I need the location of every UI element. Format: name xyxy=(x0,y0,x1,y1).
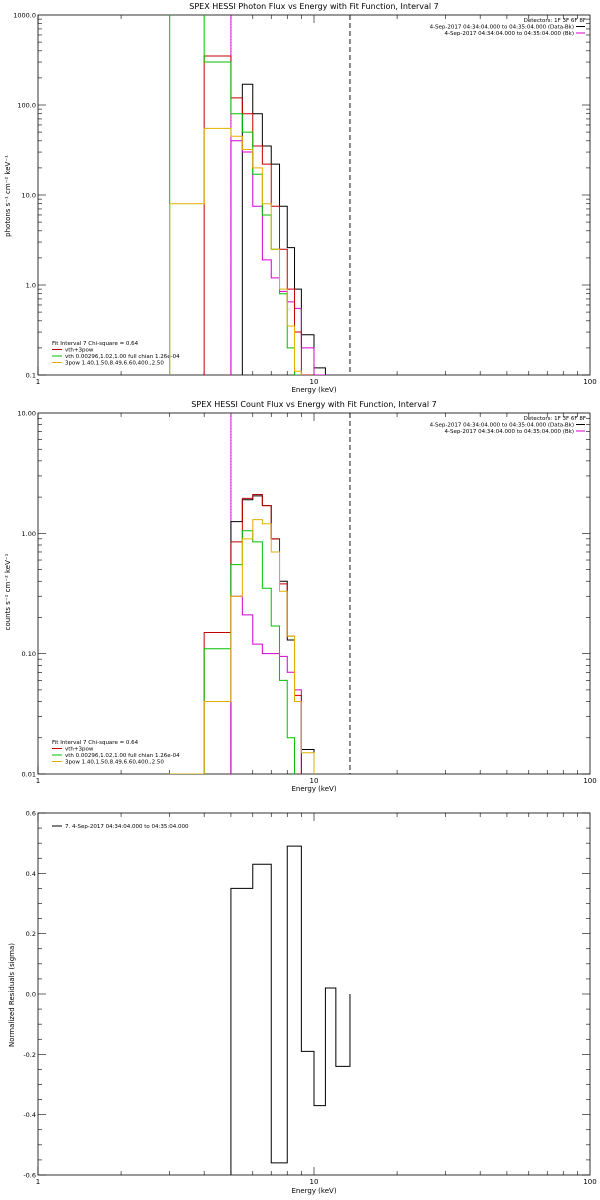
x-tick-label: 100 xyxy=(583,777,596,785)
plot-area xyxy=(230,845,351,1175)
chart-title: SPEX HESSI Count Flux vs Energy with Fit… xyxy=(191,400,436,409)
y-tick-label: 0.1 xyxy=(26,372,36,380)
y-tick-label: -0.6 xyxy=(23,1172,36,1180)
x-tick-label: 1 xyxy=(36,777,40,785)
y-tick-label: 0.0 xyxy=(26,991,36,999)
detector-legend: Detectors: 1F 3F 6F 8F4-Sep-2017 04:34:0… xyxy=(430,416,586,435)
plot-frame xyxy=(37,412,591,775)
histogram-series-3 xyxy=(169,15,302,375)
detector-legend: Detectors: 1F 3F 6F 8F4-Sep-2017 04:34:0… xyxy=(430,18,586,37)
y-axis-label: Normalized Residuals (sigma) xyxy=(8,943,16,1047)
x-tick-label: 1 xyxy=(36,378,40,386)
plot-area xyxy=(169,15,351,375)
y-tick-label: 10.00 xyxy=(17,410,36,418)
fit-legend: Fit Interval 7 Chi-square = 0.64vth+3pow… xyxy=(52,341,180,367)
legend-item-label: vth 0.00296,1.02,1.00 full chian 1.26e-0… xyxy=(65,753,180,759)
y-axis-label: counts s⁻¹ cm⁻² keV⁻¹ xyxy=(4,553,12,630)
x-axis-label: Energy (keV) xyxy=(291,386,336,394)
histogram-series-2 xyxy=(203,55,315,375)
fit-legend: Fit Interval 7 Chi-square = 0.64vth+3pow… xyxy=(52,740,180,766)
plot-frame xyxy=(37,812,591,1176)
y-tick-label: 1.00 xyxy=(22,530,36,538)
histogram-series-3 xyxy=(169,530,296,774)
x-tick-label: 10 xyxy=(310,777,319,785)
histogram-series-1 xyxy=(230,140,326,375)
legend-item-label: vth+3pow xyxy=(65,348,94,354)
y-axis-label: photons s⁻¹ cm⁻² keV⁻¹ xyxy=(4,155,12,237)
x-tick-label: 10 xyxy=(310,1178,319,1186)
plot-frame xyxy=(37,14,591,376)
x-tick-label: 100 xyxy=(583,378,596,386)
legend-item-label: vth+3pow xyxy=(65,747,94,753)
legend-item-label: 4-Sep-2017 04:34:04.000 to 04:35:04.000 … xyxy=(430,25,574,31)
histogram-series-4 xyxy=(169,519,315,774)
x-tick-label: 10 xyxy=(310,378,319,386)
y-tick-label: 0.6 xyxy=(26,810,36,818)
count-flux-chart: SPEX HESSI Count Flux vs Energy with Fit… xyxy=(4,400,597,793)
legend-item-label: 3pow 1.40,1.50,8.49,6.60,400.,2.50 xyxy=(65,760,164,766)
chart-title: SPEX HESSI Photon Flux vs Energy with Fi… xyxy=(189,2,439,11)
y-tick-label: 1000.0 xyxy=(13,12,36,20)
y-tick-label: -0.2 xyxy=(23,1051,36,1059)
y-tick-label: 0.10 xyxy=(22,650,36,658)
plot-area xyxy=(169,413,351,774)
x-axis-label: Energy (keV) xyxy=(291,1187,336,1195)
y-tick-label: -0.4 xyxy=(23,1111,36,1119)
legend-item-label: 3pow 1.40,1.50,8.49,6.60,400.,2.50 xyxy=(65,361,164,367)
x-tick-label: 1 xyxy=(36,1178,40,1186)
residual-steps xyxy=(230,845,351,1175)
histogram-series-4 xyxy=(169,127,302,375)
legend-item-label: 7. 4-Sep-2017 04:34:04.000 to 04:35:04.0… xyxy=(65,824,189,830)
detector-legend-header: Detectors: 1F 3F 6F 8F xyxy=(524,416,586,422)
y-tick-label: 10.0 xyxy=(22,192,36,200)
legend-item-label: 4-Sep-2017 04:34:04.000 to 04:35:04.000 … xyxy=(430,423,574,429)
x-axis-label: Energy (keV) xyxy=(291,785,336,793)
y-tick-label: 1.0 xyxy=(26,282,36,290)
histogram-series-0 xyxy=(241,83,326,375)
y-tick-label: 0.2 xyxy=(26,930,36,938)
fit-legend-header: Fit Interval 7 Chi-square = 0.64 xyxy=(52,740,139,746)
legend-item-label: vth 0.00296,1.02,1.00 full chian 1.26e-0… xyxy=(65,354,180,360)
y-tick-label: 0.4 xyxy=(26,870,36,878)
interval-legend: 7. 4-Sep-2017 04:34:04.000 to 04:35:04.0… xyxy=(52,824,189,830)
fit-legend-header: Fit Interval 7 Chi-square = 0.64 xyxy=(52,341,139,347)
y-tick-label: 100.0 xyxy=(17,102,36,110)
histogram-series-1 xyxy=(230,595,302,774)
residuals-chart: Energy (keV) Normalized Residuals (sigma… xyxy=(8,810,597,1196)
photon-flux-chart: SPEX HESSI Photon Flux vs Energy with Fi… xyxy=(4,2,597,394)
y-tick-label: 0.01 xyxy=(22,771,36,779)
legend-item-label: 4-Sep-2017 04:34:04.000 to 04:35:04.000 … xyxy=(445,429,575,435)
x-tick-label: 100 xyxy=(583,1178,596,1186)
legend-item-label: 4-Sep-2017 04:34:04.000 to 04:35:04.000 … xyxy=(445,31,575,37)
detector-legend-header: Detectors: 1F 3F 6F 8F xyxy=(524,18,586,24)
